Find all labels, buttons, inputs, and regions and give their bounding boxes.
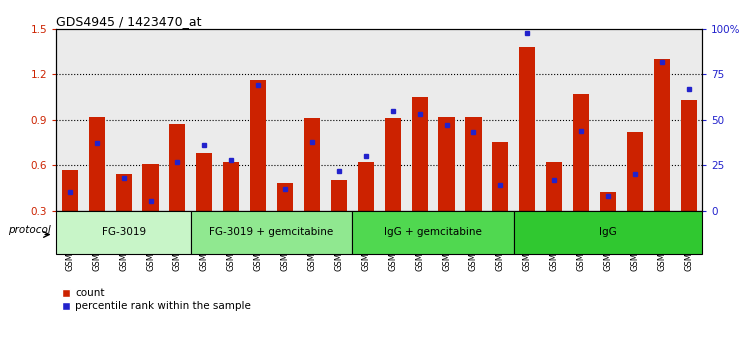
Bar	[546, 162, 562, 256]
Bar	[675, 29, 702, 211]
Legend: count, percentile rank within the sample: count, percentile rank within the sample	[62, 288, 251, 311]
Text: FG-3019 + gemcitabine: FG-3019 + gemcitabine	[210, 227, 333, 237]
Bar	[627, 132, 643, 256]
Bar	[330, 180, 347, 256]
Bar	[223, 162, 240, 256]
Bar	[680, 100, 697, 256]
Bar	[357, 162, 374, 256]
Bar	[277, 183, 293, 256]
Bar	[89, 117, 105, 256]
Bar	[352, 211, 514, 254]
Bar	[116, 174, 131, 256]
Text: protocol: protocol	[8, 225, 51, 235]
Bar	[299, 29, 325, 211]
Text: GDS4945 / 1423470_at: GDS4945 / 1423470_at	[56, 15, 202, 28]
Bar	[514, 29, 541, 211]
Bar	[191, 211, 352, 254]
Bar	[83, 29, 110, 211]
Bar	[406, 29, 433, 211]
Bar	[600, 192, 616, 256]
Bar	[191, 29, 218, 211]
Bar	[325, 29, 352, 211]
Bar	[196, 153, 213, 256]
Bar	[164, 29, 191, 211]
Bar	[541, 29, 568, 211]
Bar	[170, 124, 185, 256]
Bar	[519, 47, 535, 256]
Bar	[595, 29, 622, 211]
Bar	[137, 29, 164, 211]
Bar	[143, 164, 158, 256]
Text: FG-3019: FG-3019	[101, 227, 146, 237]
Bar	[466, 117, 481, 256]
Bar	[412, 97, 428, 256]
Bar	[460, 29, 487, 211]
Bar	[573, 94, 589, 256]
Text: IgG: IgG	[599, 227, 617, 237]
Bar	[379, 29, 406, 211]
Bar	[272, 29, 299, 211]
Text: IgG + gemcitabine: IgG + gemcitabine	[385, 227, 482, 237]
Bar	[56, 29, 83, 211]
Bar	[385, 118, 401, 256]
Bar	[218, 29, 245, 211]
Bar	[62, 170, 78, 256]
Bar	[622, 29, 648, 211]
Bar	[568, 29, 595, 211]
Bar	[653, 59, 670, 256]
Bar	[110, 29, 137, 211]
Bar	[648, 29, 675, 211]
Bar	[493, 143, 508, 256]
Bar	[439, 117, 454, 256]
Bar	[514, 211, 702, 254]
Bar	[245, 29, 272, 211]
Bar	[433, 29, 460, 211]
Bar	[250, 81, 266, 256]
Bar	[56, 211, 191, 254]
Bar	[487, 29, 514, 211]
Bar	[352, 29, 379, 211]
Bar	[304, 118, 320, 256]
